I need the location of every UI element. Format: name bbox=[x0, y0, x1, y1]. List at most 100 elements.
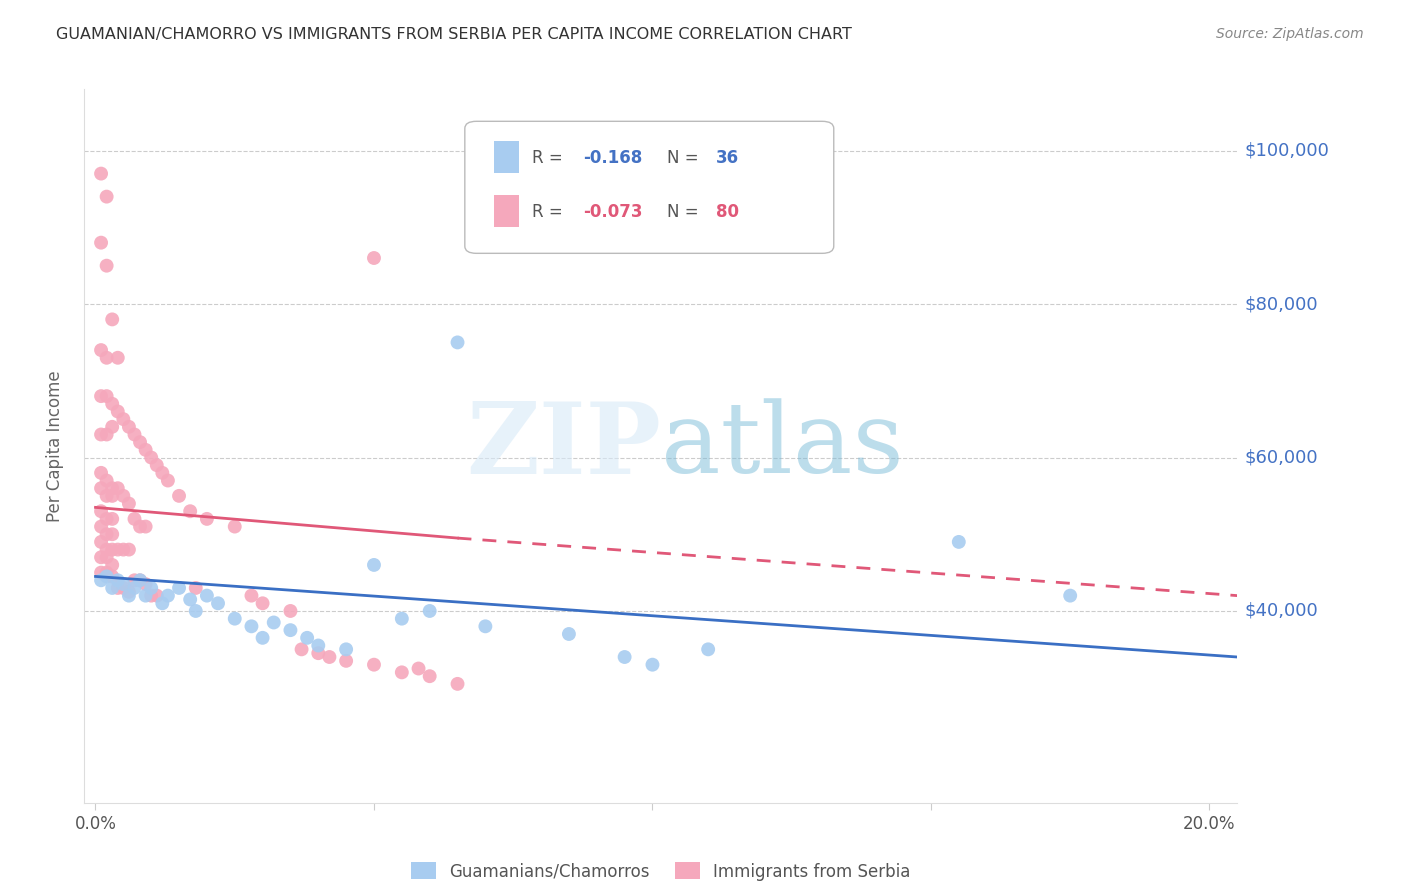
Point bbox=[156, 474, 179, 488]
Point bbox=[335, 642, 357, 657]
Point bbox=[101, 542, 124, 557]
Point bbox=[419, 604, 441, 618]
Point bbox=[391, 665, 413, 680]
Point bbox=[207, 596, 229, 610]
Point bbox=[318, 650, 340, 665]
Point bbox=[184, 581, 207, 595]
Point bbox=[101, 481, 124, 495]
Text: GUAMANIAN/CHAMORRO VS IMMIGRANTS FROM SERBIA PER CAPITA INCOME CORRELATION CHART: GUAMANIAN/CHAMORRO VS IMMIGRANTS FROM SE… bbox=[56, 27, 852, 42]
Point bbox=[179, 504, 201, 518]
Point bbox=[129, 574, 152, 588]
Point bbox=[141, 589, 163, 603]
Point bbox=[101, 489, 124, 503]
Point bbox=[107, 574, 129, 588]
Point bbox=[195, 589, 218, 603]
Point bbox=[96, 527, 118, 541]
Point bbox=[129, 519, 152, 533]
Point bbox=[96, 512, 118, 526]
Text: R =: R = bbox=[531, 202, 568, 220]
Point bbox=[948, 535, 970, 549]
Point bbox=[363, 657, 385, 672]
Point bbox=[112, 412, 135, 426]
Point bbox=[145, 458, 167, 473]
Point bbox=[167, 489, 190, 503]
Text: -0.073: -0.073 bbox=[583, 202, 643, 220]
Point bbox=[363, 251, 385, 265]
Point bbox=[107, 542, 129, 557]
Point bbox=[96, 489, 118, 503]
Point bbox=[90, 466, 112, 480]
Point bbox=[112, 577, 135, 591]
Point bbox=[101, 581, 124, 595]
Point bbox=[145, 589, 167, 603]
Point bbox=[124, 581, 146, 595]
Point bbox=[263, 615, 285, 630]
Point bbox=[135, 589, 157, 603]
Point bbox=[90, 389, 112, 403]
Point bbox=[156, 589, 179, 603]
Point bbox=[613, 650, 636, 665]
Point bbox=[90, 343, 112, 357]
Point bbox=[112, 489, 135, 503]
Point bbox=[290, 642, 312, 657]
Point bbox=[124, 574, 146, 588]
Point bbox=[107, 481, 129, 495]
Text: atlas: atlas bbox=[661, 398, 904, 494]
Text: $40,000: $40,000 bbox=[1244, 602, 1317, 620]
Text: N =: N = bbox=[666, 202, 703, 220]
Point bbox=[96, 550, 118, 565]
Point bbox=[96, 427, 118, 442]
Point bbox=[107, 351, 129, 365]
Point bbox=[96, 351, 118, 365]
Point bbox=[184, 604, 207, 618]
Point bbox=[101, 312, 124, 326]
Point bbox=[558, 627, 581, 641]
Point bbox=[96, 542, 118, 557]
Point bbox=[280, 604, 302, 618]
Point bbox=[697, 642, 720, 657]
Point bbox=[90, 167, 112, 181]
Text: 80: 80 bbox=[716, 202, 740, 220]
FancyBboxPatch shape bbox=[465, 121, 834, 253]
Point bbox=[90, 481, 112, 495]
Point bbox=[335, 654, 357, 668]
Point bbox=[112, 581, 135, 595]
Point bbox=[96, 474, 118, 488]
Point bbox=[118, 584, 141, 599]
Point bbox=[307, 639, 329, 653]
Text: $60,000: $60,000 bbox=[1244, 449, 1317, 467]
Point bbox=[96, 259, 118, 273]
FancyBboxPatch shape bbox=[494, 195, 519, 227]
Point bbox=[135, 519, 157, 533]
Text: -0.168: -0.168 bbox=[583, 149, 643, 167]
Point bbox=[90, 535, 112, 549]
Point bbox=[474, 619, 496, 633]
Point bbox=[90, 427, 112, 442]
Point bbox=[90, 519, 112, 533]
Point bbox=[280, 623, 302, 637]
Point bbox=[124, 512, 146, 526]
Point bbox=[179, 592, 201, 607]
Text: N =: N = bbox=[666, 149, 703, 167]
Point bbox=[224, 519, 246, 533]
Point bbox=[124, 427, 146, 442]
Point bbox=[118, 589, 141, 603]
Point bbox=[295, 631, 318, 645]
Point bbox=[307, 646, 329, 660]
Point bbox=[96, 569, 118, 583]
Point bbox=[90, 550, 112, 565]
Point bbox=[167, 581, 190, 595]
Text: ZIP: ZIP bbox=[465, 398, 661, 494]
Point bbox=[118, 497, 141, 511]
Point bbox=[101, 512, 124, 526]
Point bbox=[90, 235, 112, 250]
Text: 36: 36 bbox=[716, 149, 740, 167]
Legend: Guamanians/Chamorros, Immigrants from Serbia: Guamanians/Chamorros, Immigrants from Se… bbox=[405, 855, 917, 888]
Point bbox=[150, 596, 173, 610]
Y-axis label: Per Capita Income: Per Capita Income bbox=[45, 370, 63, 522]
Point bbox=[240, 589, 263, 603]
Point bbox=[252, 631, 274, 645]
Point bbox=[195, 512, 218, 526]
Point bbox=[101, 558, 124, 572]
Text: $80,000: $80,000 bbox=[1244, 295, 1317, 313]
